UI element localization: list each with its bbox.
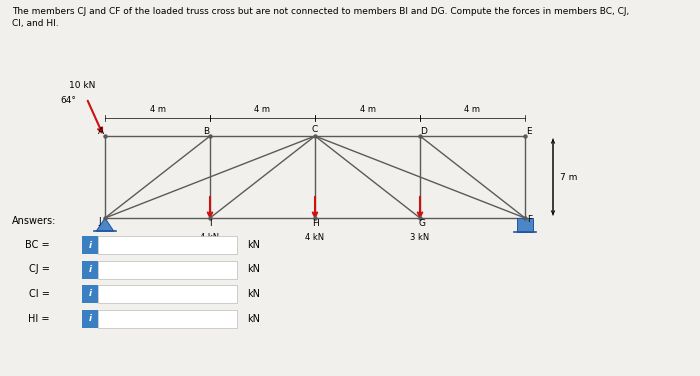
- Text: kN: kN: [247, 289, 260, 299]
- Text: G: G: [419, 220, 426, 229]
- Text: 4 kN: 4 kN: [305, 233, 325, 242]
- Text: B: B: [203, 127, 209, 136]
- Text: CI =: CI =: [29, 289, 50, 299]
- Text: BC =: BC =: [25, 240, 50, 250]
- FancyBboxPatch shape: [98, 236, 237, 254]
- Text: kN: kN: [247, 314, 260, 323]
- Text: CI, and HI.: CI, and HI.: [12, 19, 59, 28]
- Text: 3 kN: 3 kN: [410, 233, 430, 242]
- Text: kN: kN: [247, 264, 260, 274]
- Text: C: C: [312, 126, 318, 135]
- Text: D: D: [421, 127, 428, 136]
- Text: I: I: [209, 220, 211, 229]
- Text: 7 m: 7 m: [560, 173, 577, 182]
- Text: HI =: HI =: [29, 314, 50, 323]
- Text: 4 m: 4 m: [255, 105, 270, 114]
- Text: E: E: [526, 127, 532, 136]
- FancyBboxPatch shape: [98, 261, 237, 279]
- FancyBboxPatch shape: [82, 261, 98, 279]
- Text: 10 kN: 10 kN: [69, 81, 96, 90]
- Text: kN: kN: [247, 240, 260, 250]
- Text: 4 m: 4 m: [465, 105, 480, 114]
- Text: 64°: 64°: [61, 96, 76, 105]
- Text: A: A: [98, 127, 104, 136]
- FancyBboxPatch shape: [98, 285, 237, 303]
- Text: H: H: [312, 220, 318, 229]
- Text: i: i: [88, 314, 92, 323]
- Polygon shape: [96, 218, 114, 231]
- Text: 4 m: 4 m: [360, 105, 375, 114]
- FancyBboxPatch shape: [517, 218, 533, 232]
- Text: J: J: [99, 217, 101, 226]
- Text: 4 m: 4 m: [150, 105, 165, 114]
- FancyBboxPatch shape: [82, 309, 98, 327]
- Text: F: F: [527, 215, 533, 224]
- FancyBboxPatch shape: [98, 309, 237, 327]
- Text: Answers:: Answers:: [12, 216, 57, 226]
- Text: i: i: [88, 290, 92, 299]
- Text: The members CJ and CF of the loaded truss cross but are not connected to members: The members CJ and CF of the loaded trus…: [12, 7, 629, 16]
- Text: CJ =: CJ =: [29, 264, 50, 274]
- FancyBboxPatch shape: [82, 285, 98, 303]
- FancyBboxPatch shape: [82, 236, 98, 254]
- Text: i: i: [88, 265, 92, 274]
- Text: 4 kN: 4 kN: [200, 233, 220, 242]
- Text: i: i: [88, 241, 92, 250]
